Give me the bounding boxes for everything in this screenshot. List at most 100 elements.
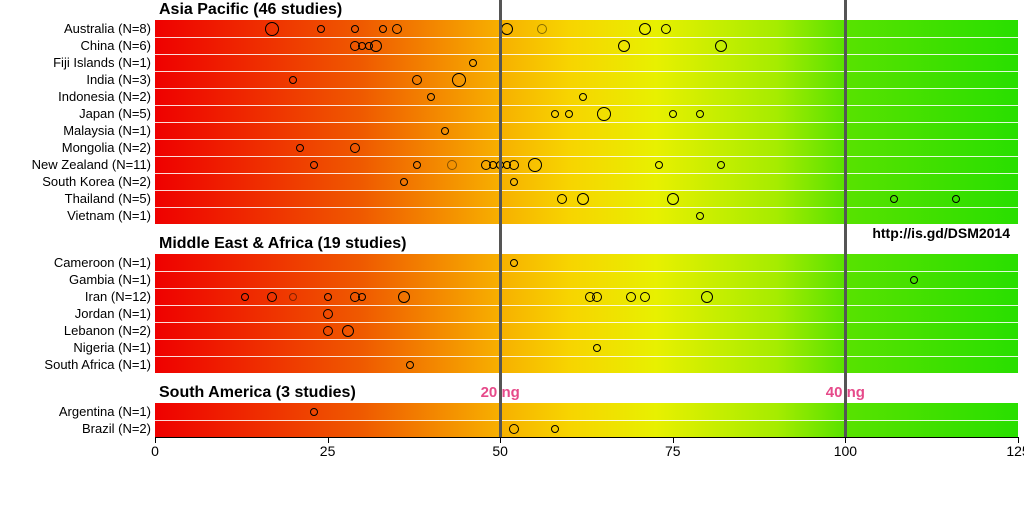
data-point	[655, 161, 663, 169]
data-point	[565, 110, 573, 118]
data-point	[342, 325, 354, 337]
country-label: Vietnam (N=1)	[67, 208, 151, 223]
country-label: Jordan (N=1)	[75, 306, 151, 321]
data-point	[310, 408, 318, 416]
data-point	[667, 193, 679, 205]
row-separator	[155, 71, 1018, 72]
data-point	[447, 160, 457, 170]
country-label: Thailand (N=5)	[65, 191, 151, 206]
data-point	[579, 93, 587, 101]
country-label: Nigeria (N=1)	[73, 340, 151, 355]
data-point	[952, 195, 960, 203]
data-point	[696, 110, 704, 118]
data-point	[551, 110, 559, 118]
region-body	[155, 254, 1018, 373]
data-point	[413, 161, 421, 169]
country-label: Mongolia (N=2)	[62, 140, 151, 155]
country-label: Indonesia (N=2)	[58, 89, 151, 104]
region-header: South America (3 studies)	[155, 383, 1018, 403]
region-title: Middle East & Africa (19 studies)	[159, 235, 406, 253]
data-point	[351, 25, 359, 33]
country-label: Malaysia (N=1)	[63, 123, 151, 138]
data-point	[412, 75, 422, 85]
row-separator	[155, 305, 1018, 306]
data-point	[696, 212, 704, 220]
data-point	[296, 144, 304, 152]
row-separator	[155, 156, 1018, 157]
data-point	[427, 93, 435, 101]
data-point	[577, 193, 589, 205]
country-label: Gambia (N=1)	[69, 272, 151, 287]
row-separator	[155, 139, 1018, 140]
country-label: New Zealand (N=11)	[32, 157, 151, 172]
x-tick-label: 0	[151, 443, 159, 459]
data-point	[289, 76, 297, 84]
data-point	[551, 425, 559, 433]
data-point	[509, 160, 519, 170]
x-tick-label: 50	[492, 443, 508, 459]
region-body	[155, 403, 1018, 437]
data-point	[406, 361, 414, 369]
row-separator	[155, 88, 1018, 89]
data-point	[452, 73, 466, 87]
region-header: Asia Pacific (46 studies)	[155, 0, 1018, 20]
row-separator	[155, 190, 1018, 191]
country-label: India (N=3)	[86, 72, 151, 87]
data-point	[717, 161, 725, 169]
data-point	[392, 24, 402, 34]
country-label: South Africa (N=1)	[44, 357, 151, 372]
data-point	[592, 292, 602, 302]
reference-vline	[844, 0, 847, 437]
data-point	[310, 161, 318, 169]
data-point	[370, 40, 382, 52]
data-point	[267, 292, 277, 302]
x-tick-label: 75	[665, 443, 681, 459]
country-label: Lebanon (N=2)	[64, 323, 151, 338]
data-point	[528, 158, 542, 172]
data-point	[323, 326, 333, 336]
row-separator	[155, 54, 1018, 55]
data-point	[661, 24, 671, 34]
region-title: Asia Pacific (46 studies)	[159, 1, 342, 19]
data-point	[639, 23, 651, 35]
country-label: Cameroon (N=1)	[54, 255, 151, 270]
data-point	[317, 25, 325, 33]
country-label: South Korea (N=2)	[42, 174, 151, 189]
country-label: Iran (N=12)	[85, 289, 151, 304]
country-label: Argentina (N=1)	[59, 404, 151, 419]
data-point	[350, 143, 360, 153]
country-label: Japan (N=5)	[79, 106, 151, 121]
data-point	[398, 291, 410, 303]
data-point	[626, 292, 636, 302]
data-point	[501, 23, 513, 35]
data-point	[669, 110, 677, 118]
country-label: Fiji Islands (N=1)	[53, 55, 151, 70]
data-point	[618, 40, 630, 52]
threshold-label: 40 ng	[826, 384, 865, 401]
data-point	[241, 293, 249, 301]
data-point	[509, 424, 519, 434]
vitamin-d-dotstrip-chart: Asia Pacific (46 studies)Australia (N=8)…	[0, 0, 1024, 519]
data-point	[597, 107, 611, 121]
data-point	[537, 24, 547, 34]
data-point	[715, 40, 727, 52]
row-separator	[155, 271, 1018, 272]
reference-vline	[499, 0, 502, 437]
row-separator	[155, 122, 1018, 123]
data-point	[593, 344, 601, 352]
row-separator	[155, 105, 1018, 106]
data-point	[289, 293, 297, 301]
data-point	[379, 25, 387, 33]
data-point	[358, 293, 366, 301]
data-point	[265, 22, 279, 36]
x-tick-label: 25	[320, 443, 336, 459]
data-point	[400, 178, 408, 186]
data-point	[324, 293, 332, 301]
data-point	[640, 292, 650, 302]
row-separator	[155, 420, 1018, 421]
row-separator	[155, 322, 1018, 323]
row-separator	[155, 288, 1018, 289]
x-tick-label: 125	[1006, 443, 1024, 459]
region-title: South America (3 studies)	[159, 384, 356, 402]
row-separator	[155, 356, 1018, 357]
